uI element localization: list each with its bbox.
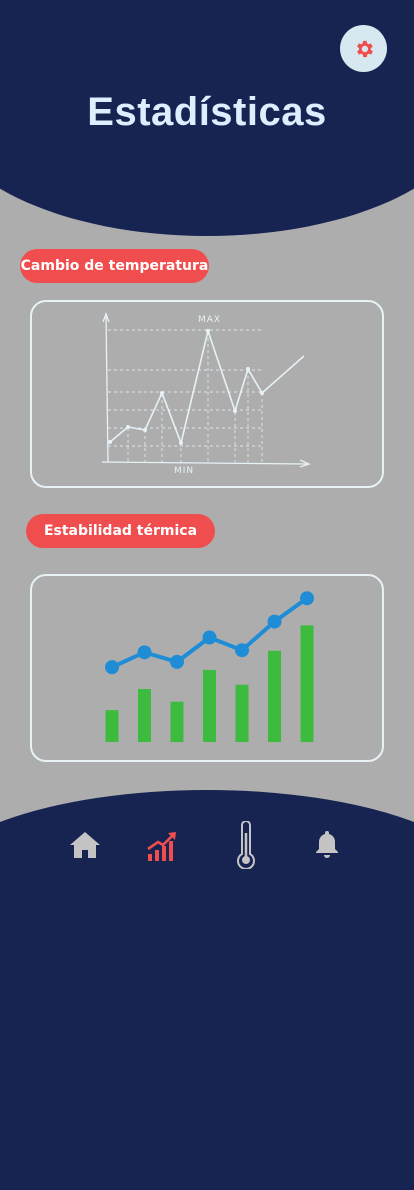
temperature-card: MAX MIN [30, 300, 384, 488]
annotation-min: MIN [174, 466, 194, 476]
bar-7 [300, 625, 314, 742]
bottom-nav-background [0, 790, 414, 1190]
home-icon [70, 832, 100, 858]
x-axis [101, 461, 309, 465]
data-point [260, 391, 264, 395]
temperature-chart: MAX MIN [101, 312, 311, 476]
trend-point-6 [267, 614, 282, 629]
data-point [206, 329, 210, 333]
data-point [160, 391, 164, 395]
nav-thermometer[interactable] [233, 820, 259, 870]
trend-point-3 [170, 654, 184, 669]
stability-label: Estabilidad térmica [26, 514, 215, 548]
stability-chart [105, 591, 314, 742]
trend-point-7 [300, 591, 314, 606]
data-point [143, 428, 147, 432]
x-axis-arrow [299, 459, 311, 468]
temperature-series-line [109, 328, 305, 446]
data-point [246, 367, 250, 371]
bar-5 [235, 684, 249, 742]
page-title: Estadísticas [87, 90, 327, 134]
stats-icon [147, 832, 176, 861]
trend-point-5 [235, 643, 249, 658]
bar-2 [138, 689, 151, 742]
trend-point-2 [137, 645, 152, 660]
stability-card [30, 574, 384, 762]
thermometer-icon [237, 821, 255, 869]
nav-notifications[interactable] [312, 828, 342, 860]
y-axis [105, 313, 109, 463]
bar-1 [105, 710, 119, 742]
bar-6 [268, 650, 281, 742]
nav-stats[interactable] [143, 826, 181, 864]
settings-button[interactable] [340, 25, 387, 72]
temperature-label: Cambio de temperatura [20, 249, 209, 283]
data-point [126, 425, 130, 429]
trend-point-4 [202, 630, 217, 645]
data-point [179, 441, 183, 445]
data-point [108, 440, 112, 444]
bar-4 [203, 669, 216, 742]
nav-home[interactable] [68, 828, 102, 862]
bar-3 [170, 701, 184, 742]
annotation-max: MAX [198, 315, 221, 325]
y-axis-arrow [102, 312, 110, 323]
trend-point-1 [105, 660, 119, 675]
bell-icon [316, 831, 338, 858]
gear-icon [356, 40, 373, 57]
data-point [233, 409, 237, 413]
